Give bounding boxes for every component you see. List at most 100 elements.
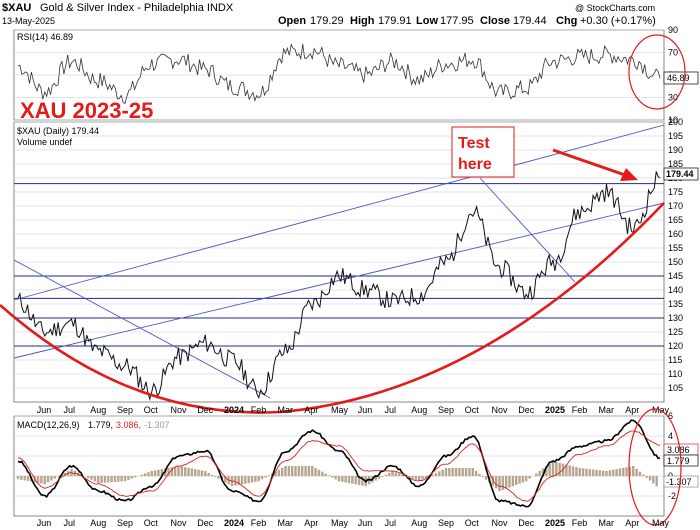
histogram-bar: [183, 467, 187, 477]
x-month-label: Dec: [518, 518, 535, 528]
histogram-bar: [87, 476, 90, 478]
histogram-bar: [153, 470, 157, 477]
close-value: 179.44: [513, 15, 547, 27]
x-month-label: Jun: [37, 518, 52, 528]
y-tick-label: 110: [668, 369, 682, 379]
histogram-bar: [468, 468, 471, 477]
histogram-bar: [611, 469, 615, 477]
macd-line: [17, 419, 661, 508]
x-month-label: Jun: [37, 405, 52, 415]
x-month-label: Feb: [572, 518, 588, 528]
x-month-label: Dec: [197, 405, 214, 415]
histogram-bar: [377, 476, 381, 479]
x-month-label: Mar: [599, 518, 615, 528]
index-name: Gold & Silver Index - Philadelphia INDX: [40, 2, 234, 14]
histogram-bar: [307, 466, 311, 477]
histogram-bar: [625, 467, 628, 477]
histogram-bar: [133, 476, 137, 478]
chart-date: 13-May-2025: [2, 16, 55, 26]
histogram-bar: [521, 476, 525, 483]
histogram-bar: [23, 476, 26, 481]
x-month-label: Dec: [197, 518, 214, 528]
histogram-bar: [143, 473, 147, 477]
histogram-bar: [518, 476, 521, 484]
x-month-label: Sep: [438, 405, 454, 415]
histogram-bar: [354, 476, 357, 485]
histogram-bar: [120, 476, 123, 482]
high-label: High: [350, 15, 375, 27]
descending-trendline-2023: [13, 259, 271, 399]
upper-trendline: [13, 124, 665, 301]
histogram-bar: [237, 476, 240, 485]
histogram-bar: [387, 472, 391, 477]
histogram-bar: [93, 476, 97, 482]
histogram-bar: [240, 476, 244, 485]
macd-circle-annotation: [628, 408, 682, 526]
x-month-label: Feb: [572, 405, 588, 415]
histogram-bar: [481, 476, 484, 477]
x-month-label: Feb: [251, 405, 267, 415]
x-month-label: Jul: [385, 405, 397, 415]
histogram-bar: [541, 468, 545, 477]
x-month-label: Nov: [492, 518, 509, 528]
histogram-bar: [36, 476, 40, 483]
histogram-bar: [565, 464, 568, 477]
histogram-bar: [314, 467, 317, 477]
histogram-bar: [581, 468, 585, 477]
histogram-bar: [384, 474, 388, 477]
histogram-bar: [56, 476, 60, 477]
histogram-bar: [250, 476, 254, 483]
histogram-bar: [601, 470, 605, 477]
histogram-bar: [638, 471, 642, 477]
histogram-bar: [555, 461, 558, 477]
rsi-circle-annotation: [628, 34, 686, 110]
y-tick-label: 105: [668, 383, 683, 393]
histogram-bar: [50, 476, 53, 481]
test-label-line1: Test: [458, 135, 490, 152]
y-tick-label: 6: [668, 411, 673, 421]
histogram-bar: [458, 468, 461, 477]
histogram-bar: [294, 466, 297, 477]
histogram-bar: [324, 473, 327, 477]
histogram-bar: [605, 471, 608, 477]
rsi-panel: RSI(14) 46.89 9070503010 46.89: [13, 25, 699, 125]
red-arrow-shaft: [552, 148, 626, 177]
macd-panel: MACD(12,26,9) 1.779, 3.086, -1.307 6420-…: [13, 408, 699, 528]
histogram-bar: [478, 473, 481, 477]
histogram-bar: [20, 476, 23, 480]
histogram-bar: [214, 476, 217, 477]
y-tick-label: 190: [668, 145, 683, 155]
histogram-bar: [585, 468, 588, 477]
y-tick-label: 70: [668, 48, 678, 58]
y-tick-label: 200: [668, 117, 683, 127]
x-month-label: Mar: [599, 405, 615, 415]
test-label-line2: here: [458, 156, 492, 173]
histogram-bar: [311, 466, 314, 477]
x-month-label: Oct: [144, 405, 159, 415]
x-month-label: May: [331, 405, 349, 415]
histogram-bar: [511, 476, 515, 487]
histogram-bar: [548, 463, 551, 477]
descending-trendline-2024: [479, 177, 576, 283]
histogram-bar: [595, 469, 598, 477]
histogram-bar: [264, 476, 267, 478]
red-support-curve: [0, 202, 665, 414]
x-month-label: Aug: [90, 405, 106, 415]
symbol: $XAU: [2, 2, 31, 14]
histogram-bar: [147, 472, 150, 477]
histogram-bar: [204, 471, 207, 477]
histogram-bar: [150, 471, 153, 477]
histogram-bar: [645, 476, 648, 478]
high-value: 179.91: [378, 15, 412, 27]
x-month-label: Mar: [278, 405, 294, 415]
histogram-bar: [642, 474, 645, 477]
histogram-bar: [197, 469, 200, 477]
histogram-bar: [347, 476, 351, 484]
x-month-label: Mar: [278, 518, 294, 528]
histogram-bar: [327, 475, 331, 477]
y-tick-label: 135: [668, 299, 683, 309]
rsi-value-label: 46.89: [667, 73, 690, 83]
histogram-bar: [53, 476, 56, 479]
x-month-label: Sep: [438, 518, 454, 528]
low-value: 177.95: [440, 15, 474, 27]
